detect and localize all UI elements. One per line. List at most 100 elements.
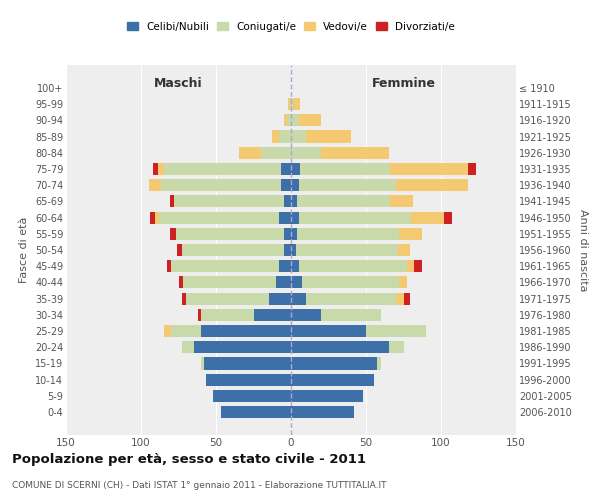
Bar (177, 244, 182, 256)
Bar (291, 98, 293, 110)
Bar (291, 260, 299, 272)
Text: Maschi: Maschi (154, 76, 203, 90)
Bar (296, 244, 398, 256)
Bar (182, 244, 284, 256)
Bar (291, 374, 373, 386)
Bar (149, 179, 161, 191)
Bar (306, 292, 396, 304)
Bar (297, 228, 399, 240)
Bar (201, 325, 291, 337)
Bar (389, 341, 404, 353)
Bar (291, 309, 321, 321)
Bar (205, 374, 291, 386)
Bar (377, 358, 381, 370)
Bar (411, 212, 444, 224)
Bar (171, 325, 201, 337)
Bar (291, 228, 297, 240)
Bar (193, 341, 291, 353)
Bar (291, 406, 354, 418)
Bar (291, 358, 377, 370)
Bar (299, 179, 396, 191)
Bar (186, 292, 269, 304)
Bar (390, 163, 468, 175)
Bar (279, 212, 291, 224)
Bar (161, 179, 281, 191)
Bar (276, 276, 291, 288)
Bar (287, 114, 291, 126)
Bar (396, 292, 404, 304)
Bar (281, 179, 291, 191)
Bar (321, 309, 381, 321)
Bar (167, 260, 171, 272)
Bar (201, 358, 204, 370)
Bar (182, 292, 186, 304)
Bar (306, 130, 351, 142)
Bar (279, 130, 291, 142)
Bar (468, 163, 476, 175)
Bar (163, 325, 171, 337)
Bar (297, 196, 390, 207)
Bar (302, 276, 399, 288)
Bar (288, 98, 290, 110)
Bar (291, 212, 299, 224)
Bar (254, 309, 291, 321)
Bar (293, 98, 300, 110)
Bar (170, 196, 174, 207)
Bar (399, 228, 421, 240)
Bar (299, 212, 411, 224)
Bar (279, 260, 291, 272)
Bar (281, 163, 291, 175)
Bar (299, 114, 321, 126)
Y-axis label: Anni di nascita: Anni di nascita (578, 209, 589, 291)
Bar (291, 196, 297, 207)
Bar (213, 390, 291, 402)
Bar (291, 163, 300, 175)
Bar (183, 276, 276, 288)
Bar (176, 228, 284, 240)
Bar (291, 390, 363, 402)
Bar (390, 196, 413, 207)
Bar (396, 179, 468, 191)
Bar (284, 196, 291, 207)
Bar (291, 130, 306, 142)
Bar (269, 292, 291, 304)
Legend: Celibi/Nubili, Coniugati/e, Vedovi/e, Divorziati/e: Celibi/Nubili, Coniugati/e, Vedovi/e, Di… (124, 18, 458, 34)
Bar (444, 212, 452, 224)
Bar (271, 130, 279, 142)
Bar (150, 212, 155, 224)
Bar (291, 292, 306, 304)
Bar (221, 406, 291, 418)
Bar (153, 163, 157, 175)
Text: Popolazione per età, sesso e stato civile - 2011: Popolazione per età, sesso e stato civil… (12, 452, 366, 466)
Bar (170, 228, 176, 240)
Bar (198, 309, 201, 321)
Y-axis label: Fasce di età: Fasce di età (19, 217, 29, 283)
Bar (157, 163, 163, 175)
Bar (414, 260, 421, 272)
Bar (204, 358, 291, 370)
Bar (284, 244, 291, 256)
Bar (366, 325, 426, 337)
Bar (291, 244, 296, 256)
Bar (159, 212, 279, 224)
Bar (171, 260, 279, 272)
Text: Femmine: Femmine (371, 76, 436, 90)
Bar (291, 179, 299, 191)
Bar (239, 146, 261, 159)
Bar (174, 196, 284, 207)
Bar (398, 244, 409, 256)
Bar (407, 260, 414, 272)
Bar (404, 292, 409, 304)
Bar (284, 114, 287, 126)
Bar (399, 276, 407, 288)
Bar (179, 276, 183, 288)
Bar (291, 341, 389, 353)
Bar (321, 146, 389, 159)
Bar (300, 163, 390, 175)
Bar (291, 114, 299, 126)
Text: COMUNE DI SCERNI (CH) - Dati ISTAT 1° gennaio 2011 - Elaborazione TUTTITALIA.IT: COMUNE DI SCERNI (CH) - Dati ISTAT 1° ge… (12, 481, 386, 490)
Bar (291, 325, 366, 337)
Bar (290, 98, 291, 110)
Bar (155, 212, 159, 224)
Bar (284, 228, 291, 240)
